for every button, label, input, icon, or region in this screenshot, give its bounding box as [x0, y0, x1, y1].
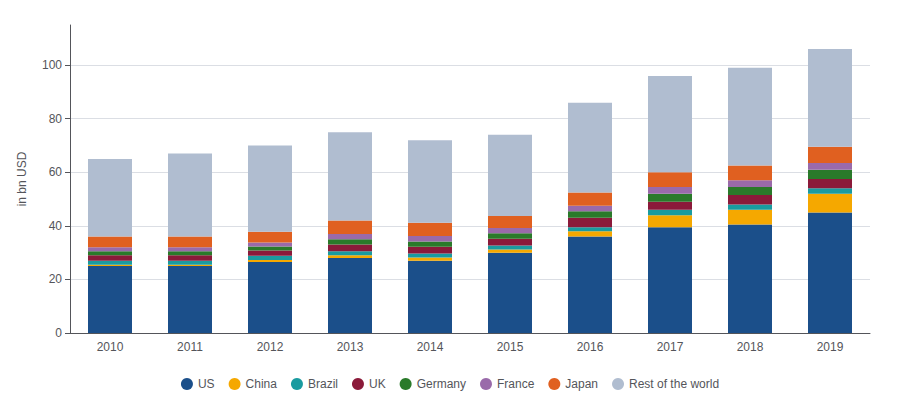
svg-text:2011: 2011 [177, 340, 203, 354]
svg-text:0: 0 [55, 326, 62, 340]
svg-text:80: 80 [49, 112, 63, 126]
svg-text:2010: 2010 [97, 340, 124, 354]
svg-text:France: France [497, 377, 535, 391]
svg-text:60: 60 [49, 165, 63, 179]
svg-text:Germany: Germany [417, 377, 466, 391]
svg-text:2019: 2019 [817, 340, 844, 354]
svg-text:2014: 2014 [417, 340, 444, 354]
svg-text:Brazil: Brazil [308, 377, 338, 391]
svg-text:2018: 2018 [737, 340, 764, 354]
svg-text:US: US [198, 377, 215, 391]
svg-text:2016: 2016 [577, 340, 604, 354]
svg-text:Japan: Japan [565, 377, 598, 391]
svg-text:2013: 2013 [337, 340, 364, 354]
svg-text:2015: 2015 [497, 340, 524, 354]
svg-text:40: 40 [49, 219, 63, 233]
svg-text:in bn USD: in bn USD [15, 151, 29, 206]
svg-text:UK: UK [369, 377, 386, 391]
svg-text:100: 100 [42, 58, 62, 72]
svg-text:2017: 2017 [657, 340, 684, 354]
svg-text:China: China [246, 377, 278, 391]
svg-text:2012: 2012 [257, 340, 284, 354]
svg-text:20: 20 [49, 272, 63, 286]
svg-text:Rest of the world: Rest of the world [629, 377, 719, 391]
